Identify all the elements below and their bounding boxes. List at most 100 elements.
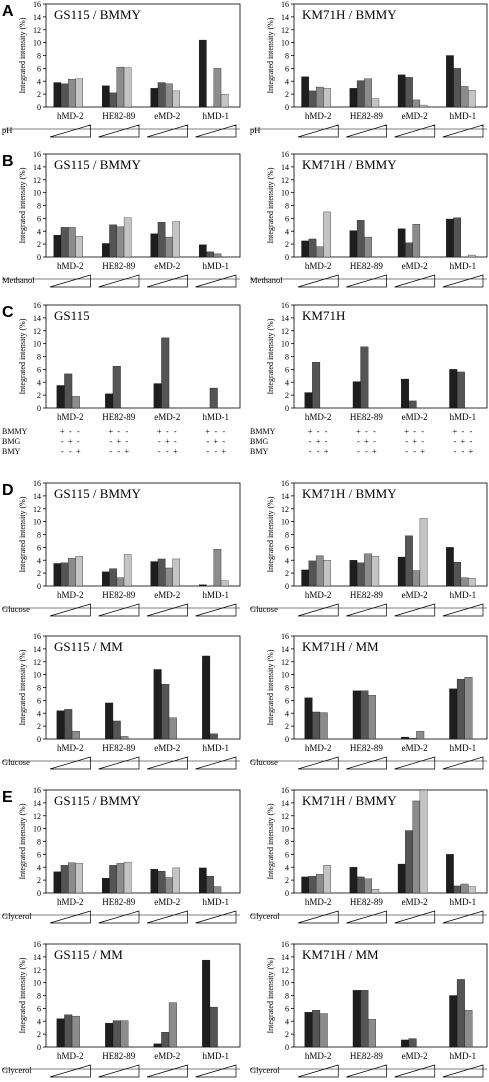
- condition-mark: -: [317, 446, 320, 456]
- category-label: eMD-2: [402, 743, 428, 753]
- y-tick-label: 14: [281, 314, 289, 323]
- y-tick-label: 2: [37, 1030, 41, 1039]
- condition-label: pH: [250, 125, 260, 135]
- condition-mark: -: [453, 436, 456, 446]
- condition-mark: -: [357, 436, 360, 446]
- y-axis-label: Integrated intensity (%): [18, 496, 27, 572]
- y-tick-label: 16: [281, 940, 289, 949]
- bar: [446, 547, 454, 587]
- bar: [206, 876, 214, 894]
- y-tick-label: 14: [281, 13, 289, 22]
- category-label: HE82-89: [102, 261, 135, 271]
- condition-wedge: [297, 756, 339, 770]
- condition-mark: -: [109, 436, 112, 446]
- condition-mark: -: [461, 426, 464, 436]
- y-tick-label: 8: [37, 52, 41, 61]
- plot-frame: [293, 304, 488, 409]
- y-tick-label: 2: [37, 876, 41, 885]
- bar: [364, 553, 372, 587]
- y-tick-label: 4: [285, 378, 289, 387]
- y-tick-label: 0: [285, 582, 289, 591]
- condition-label: Glucose: [250, 604, 278, 614]
- y-tick-label: 8: [285, 353, 289, 362]
- bar: [408, 1038, 417, 1048]
- condition-mark: -: [166, 446, 169, 456]
- chart-c-right: 0 2 4 6 8 10 12 14 16 Integrated intensity (%) KM7…: [250, 301, 488, 456]
- condition-wedge: [394, 603, 436, 617]
- condition-wedge: [195, 603, 237, 617]
- condition-wedge: [297, 910, 339, 924]
- bar: [408, 738, 417, 740]
- condition-mark: -: [373, 436, 376, 446]
- condition-mark: -: [61, 436, 64, 446]
- condition-wedge: [346, 756, 387, 770]
- condition-wedge: [146, 756, 188, 770]
- y-tick-label: 10: [281, 39, 289, 48]
- condition-mark: +: [356, 426, 361, 436]
- condition-mark: -: [125, 426, 128, 436]
- y-axis-label: Integrated intensity (%): [18, 649, 27, 725]
- y-tick-label: 10: [33, 189, 41, 198]
- category-label: hMD-2: [305, 261, 332, 271]
- condition-mark: -: [125, 436, 128, 446]
- y-tick-label: 16: [281, 632, 289, 641]
- y-tick-label: 0: [285, 889, 289, 898]
- panel-letter-c: C: [2, 304, 14, 321]
- bar: [56, 1018, 65, 1048]
- y-tick-label: 4: [37, 863, 41, 872]
- condition-mark: -: [214, 446, 217, 456]
- bar: [150, 233, 159, 258]
- bar: [356, 876, 365, 894]
- bar: [112, 720, 121, 740]
- bar: [464, 1010, 473, 1048]
- condition-wedge: [49, 124, 91, 138]
- bar: [64, 709, 73, 740]
- y-tick-label: 16: [33, 0, 41, 9]
- bar: [460, 86, 469, 108]
- bar: [150, 869, 159, 894]
- y-tick-label: 14: [33, 314, 41, 323]
- condition-mark: -: [365, 426, 368, 436]
- condition-mark: -: [69, 446, 72, 456]
- category-label: hMD-2: [305, 897, 332, 907]
- bar: [71, 731, 80, 740]
- condition-mark: -: [214, 426, 217, 436]
- y-tick-label: 6: [37, 1004, 41, 1013]
- category-label: eMD-2: [402, 111, 428, 121]
- bar: [412, 224, 421, 258]
- bar: [323, 865, 331, 894]
- bar: [349, 560, 358, 587]
- y-axis-label: Integrated intensity (%): [266, 803, 275, 879]
- bar: [315, 555, 324, 587]
- bar: [157, 82, 166, 108]
- condition-mark: -: [405, 436, 408, 446]
- bar: [412, 99, 421, 108]
- bar: [315, 874, 324, 894]
- y-tick-label: 6: [285, 214, 289, 223]
- condition-wedge: [346, 603, 387, 617]
- category-label: HE82-89: [102, 590, 135, 600]
- y-tick-label: 14: [281, 953, 289, 962]
- condition-mark: +: [372, 446, 377, 456]
- bar: [312, 362, 321, 409]
- bar: [116, 226, 125, 258]
- bar: [453, 885, 462, 894]
- y-axis-label: Integrated intensity (%): [266, 17, 275, 93]
- condition-wedge: [49, 274, 91, 288]
- bar: [412, 800, 421, 894]
- chart-title: GS115 / BMMY: [54, 157, 142, 172]
- y-tick-label: 8: [285, 52, 289, 61]
- bar: [75, 236, 84, 258]
- y-tick-label: 12: [33, 26, 41, 35]
- chart-title: KM71H / MM: [302, 947, 379, 962]
- condition-wedge: [442, 910, 484, 924]
- y-tick-label: 6: [285, 1004, 289, 1013]
- y-tick-label: 8: [37, 838, 41, 847]
- bar: [468, 886, 476, 894]
- bar: [102, 571, 110, 587]
- bar: [120, 1020, 129, 1048]
- bar: [312, 1010, 321, 1048]
- chart-title: GS115 / MM: [54, 947, 123, 962]
- bar: [153, 1043, 162, 1048]
- y-tick-label: 12: [33, 327, 41, 336]
